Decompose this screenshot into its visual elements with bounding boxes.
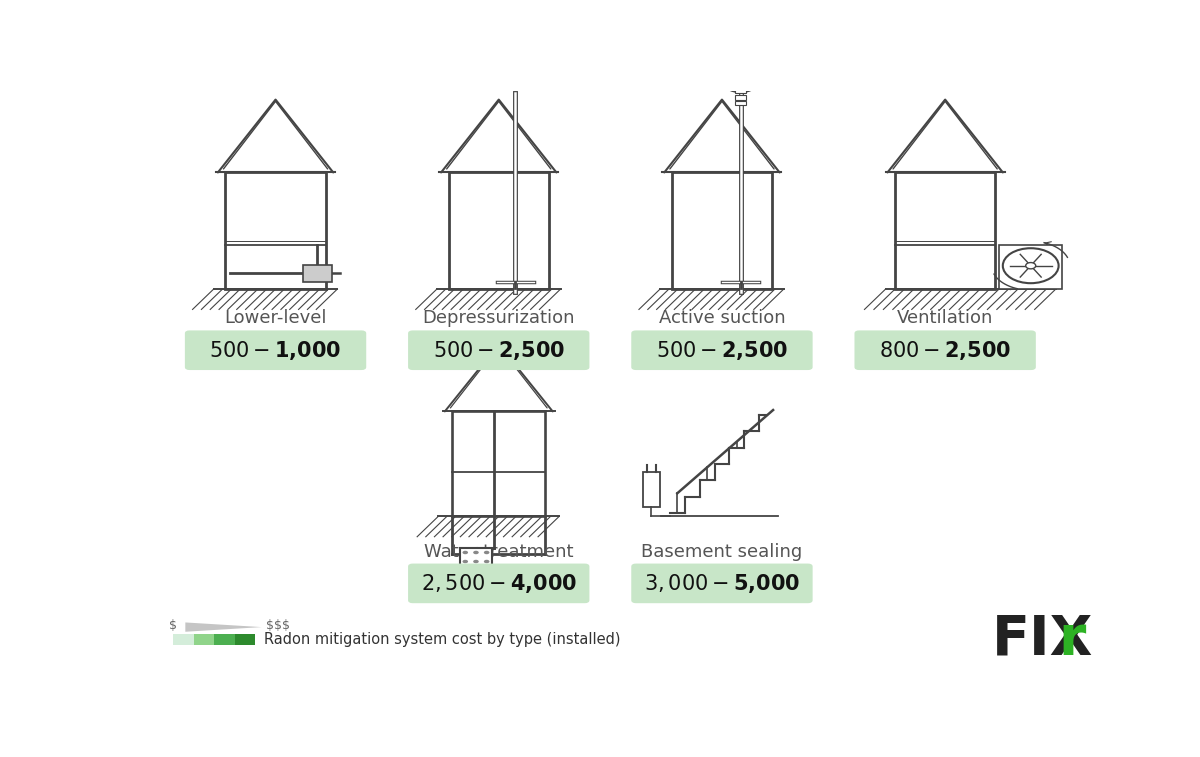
Bar (173, 634, 193, 645)
Text: FIX: FIX (991, 613, 1093, 667)
Text: r: r (1058, 613, 1086, 667)
Bar (449, 173, 548, 289)
Bar (643, 472, 660, 507)
FancyBboxPatch shape (854, 330, 1036, 370)
Circle shape (736, 78, 745, 84)
Bar (214, 634, 235, 645)
Text: $: $ (168, 619, 176, 632)
Circle shape (462, 569, 468, 572)
Circle shape (484, 559, 490, 563)
Bar (226, 173, 325, 289)
Bar (193, 634, 214, 645)
Bar (452, 411, 545, 516)
FancyBboxPatch shape (631, 563, 812, 603)
Circle shape (484, 569, 490, 572)
Text: Active suction: Active suction (659, 310, 785, 328)
Text: Depressurization
(passive): Depressurization (passive) (422, 310, 575, 351)
Circle shape (473, 569, 479, 572)
Text: $$$: $$$ (266, 619, 290, 632)
Text: $2,500 - $4,000: $2,500 - $4,000 (420, 572, 577, 595)
FancyBboxPatch shape (408, 563, 589, 603)
FancyBboxPatch shape (408, 330, 589, 370)
Circle shape (484, 551, 490, 554)
Text: Water treatment: Water treatment (424, 543, 574, 561)
Text: $3,000 - $5,000: $3,000 - $5,000 (643, 572, 800, 595)
Circle shape (473, 559, 479, 563)
Circle shape (1003, 248, 1058, 283)
Bar (672, 173, 772, 289)
Bar (1000, 245, 1062, 289)
Circle shape (462, 551, 468, 554)
Text: $500 - $1,000: $500 - $1,000 (209, 338, 342, 362)
Bar (302, 264, 332, 282)
Text: $500 - $2,500: $500 - $2,500 (655, 338, 788, 362)
Text: Ventilation
(fan-assisted): Ventilation (fan-assisted) (883, 310, 1007, 351)
Bar (734, 89, 746, 93)
Text: $500 - $2,500: $500 - $2,500 (432, 338, 565, 362)
Text: $800 - $2,500: $800 - $2,500 (878, 338, 1012, 362)
Bar (734, 101, 746, 105)
Polygon shape (185, 622, 262, 632)
Bar (895, 173, 995, 289)
FancyBboxPatch shape (631, 330, 812, 370)
Circle shape (462, 559, 468, 563)
FancyBboxPatch shape (185, 330, 366, 370)
Text: Radon mitigation system cost by type (installed): Radon mitigation system cost by type (in… (264, 632, 620, 646)
Circle shape (1026, 263, 1036, 269)
Bar (460, 548, 492, 575)
Bar (734, 95, 746, 100)
Circle shape (473, 551, 479, 554)
Text: Basement sealing: Basement sealing (641, 543, 803, 561)
Bar (235, 634, 256, 645)
Circle shape (722, 70, 758, 92)
Text: Lower-level
pressurization: Lower-level pressurization (212, 310, 340, 351)
